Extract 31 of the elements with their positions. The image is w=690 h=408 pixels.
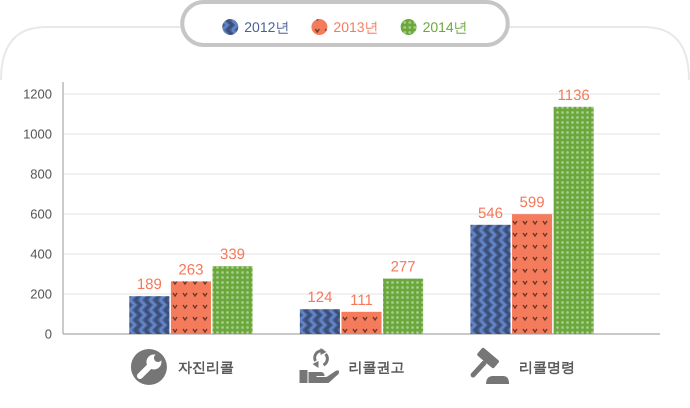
- y-tick-label: 0: [44, 326, 52, 342]
- data-label: 599: [520, 194, 545, 212]
- bar: [300, 309, 340, 334]
- x-tick-label: 자진리콜: [178, 359, 234, 375]
- legend-label: 2014년: [422, 19, 468, 35]
- legend-label: 2012년: [244, 19, 290, 35]
- bar: [341, 312, 382, 334]
- bar: [554, 106, 594, 334]
- data-label: 1136: [558, 86, 590, 104]
- bar: [129, 296, 170, 334]
- data-label: 546: [478, 204, 504, 222]
- y-tick-label: 600: [30, 206, 52, 222]
- y-tick-label: 400: [30, 246, 52, 262]
- data-label: 339: [220, 246, 246, 264]
- x-tick-label: 리콜명령: [519, 359, 576, 375]
- bar: [512, 214, 552, 334]
- legend-label: 2013년: [333, 19, 379, 35]
- bar: [170, 281, 211, 334]
- data-label: 263: [178, 261, 204, 278]
- data-label: 124: [307, 289, 332, 306]
- y-tick-label: 1200: [23, 86, 52, 102]
- y-tick-label: 200: [30, 286, 52, 302]
- data-label: 189: [136, 276, 162, 294]
- x-tick-label: 리콜권고: [348, 359, 404, 375]
- bar: [383, 278, 424, 334]
- bar: [470, 224, 511, 334]
- data-label: 277: [390, 258, 416, 276]
- bar: [212, 266, 253, 334]
- y-tick-label: 800: [30, 166, 52, 182]
- data-label: 111: [350, 292, 373, 309]
- y-tick-label: 1000: [23, 126, 52, 142]
